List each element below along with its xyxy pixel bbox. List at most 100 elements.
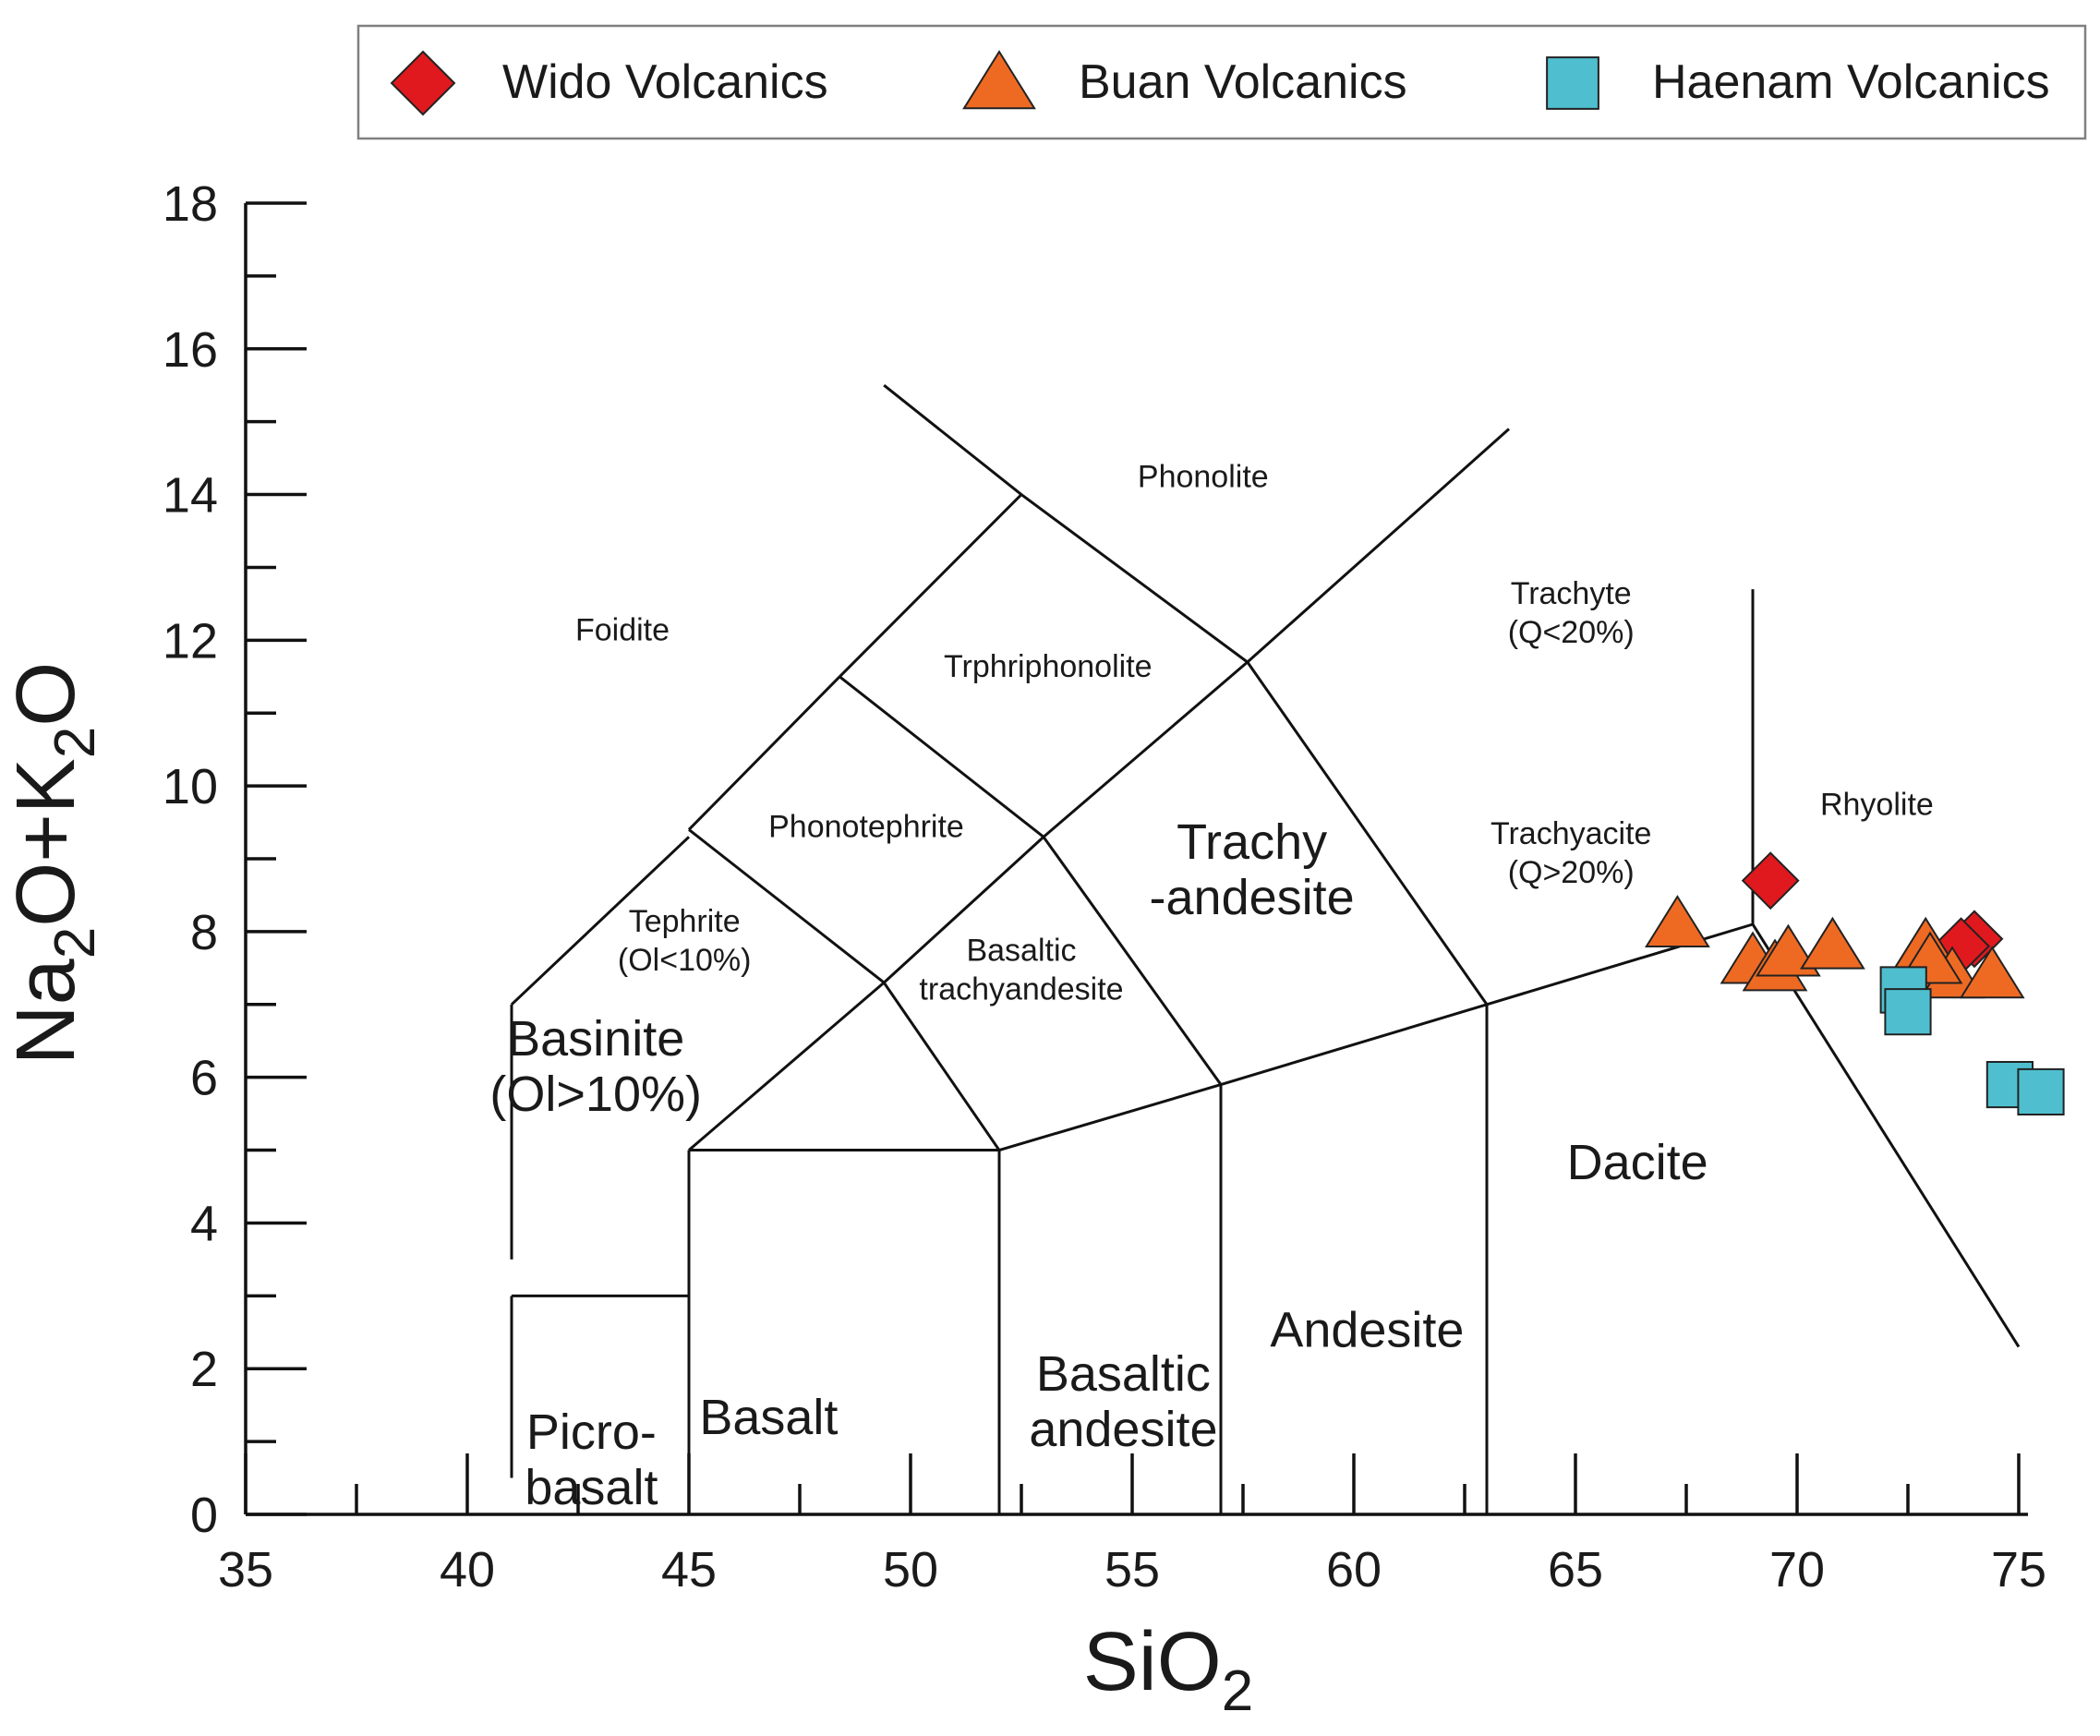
y-axis-title: Na2​O+K2​O [0, 662, 107, 1066]
field-label-line: Trachy [1177, 814, 1327, 870]
field-boundary-line [1042, 836, 1223, 1086]
x-tick-label: 35 [218, 1542, 273, 1597]
field-label-line: Basinite [507, 1011, 684, 1067]
field-boundary-line [1020, 493, 1249, 664]
field-label: Trachyacite (Q>20%) [1491, 816, 1651, 890]
field-label-line: (Q>20%) [1508, 855, 1635, 890]
field-label: Rhyolite [1820, 788, 1934, 823]
field-boundary-line [998, 1083, 1222, 1151]
field-label-line: Dacite [1567, 1135, 1708, 1190]
axis-title-part: Na [0, 958, 92, 1065]
field-label-line: Basaltic [966, 933, 1076, 968]
field-label-line: Rhyolite [1820, 788, 1934, 823]
x-tick-label: 50 [883, 1542, 938, 1597]
field-label-line: basalt [525, 1460, 658, 1515]
field-boundary-line [688, 828, 886, 984]
field-boundary-line [1220, 1003, 1488, 1086]
field-label-line: trachyandesite [919, 971, 1123, 1007]
field-label: Basaltic trachyandesite [919, 933, 1123, 1007]
x-tick-label: 40 [440, 1542, 495, 1597]
field-label-line: Trachyacite [1491, 816, 1651, 851]
field-label: Dacite [1567, 1135, 1708, 1190]
data-point-triangle [1800, 916, 1865, 970]
axis-title-subscript: 2 [43, 927, 107, 958]
field-label-line: Phonolite [1138, 460, 1269, 495]
field-label: Basalt [699, 1390, 838, 1445]
field-label: Phonolite [1138, 460, 1269, 495]
field-label: Trphriphonolite [944, 649, 1153, 684]
data-points [1645, 851, 2065, 1116]
x-tick-label: 55 [1104, 1542, 1160, 1597]
field-label-line: Basaltic [1036, 1346, 1211, 1402]
data-point-triangle [1645, 895, 1710, 947]
field-label-line: andesite [1029, 1402, 1217, 1457]
y-tick-label: 4 [190, 1196, 218, 1251]
field-label-line: Phonotephrite [768, 809, 964, 844]
field-boundary-line [883, 836, 1045, 984]
x-tick-label: 45 [661, 1542, 717, 1597]
field-label: Trachyte (Q<20%) [1508, 576, 1635, 650]
field-label-line: Basalt [699, 1390, 838, 1445]
field-label: Trachy -andesite [1150, 814, 1355, 925]
y-tick-label: 10 [163, 759, 218, 814]
axis-title-subscript: 2 [1222, 1659, 1253, 1723]
field-boundary-line [1246, 661, 1489, 1006]
field-label-line: Foidite [575, 612, 670, 647]
legend: Wido Volcanics Buan Volcanics Haenam Volca… [390, 50, 2050, 116]
field-label-line: Tephrite [629, 904, 741, 939]
x-tick-label: 65 [1548, 1542, 1603, 1597]
field-label-line: Picro- [526, 1404, 657, 1460]
legend-label: Wido Volcanics [502, 55, 828, 109]
y-tick-label: 0 [190, 1488, 218, 1543]
field-boundary-line [839, 675, 1044, 838]
field-label: Foidite [575, 612, 670, 647]
field-label: Phonotephrite [768, 809, 964, 844]
field-boundary-line [1246, 428, 1510, 664]
y-tick-label: 14 [163, 468, 218, 524]
legend-marker-square [1546, 56, 1599, 110]
field-label: Basinite (Ol>10%) [489, 1011, 702, 1122]
data-point-square [1884, 988, 1932, 1036]
x-tick-label: 60 [1326, 1542, 1382, 1597]
axes: 35 40 45 50 55 60 65 70 75 0 2 4 6 8 10 12 14 16 18 [163, 176, 2046, 1597]
field-label: Picro-basalt [525, 1404, 658, 1515]
y-tick-label: 18 [163, 176, 218, 232]
field-labels: Foidite Phonolite Trphriphonolite Phonoteph… [489, 460, 1933, 1515]
axis-title-part: O [0, 662, 92, 727]
field-label-line: (Q<20%) [1508, 615, 1635, 650]
field-label-line: (Ol<10%) [618, 943, 752, 978]
field-boundary-line [1486, 922, 1754, 1007]
field-label-line: -andesite [1150, 870, 1355, 925]
legend-label: Haenam Volcanics [1652, 55, 2050, 109]
field-label-line: Trphriphonolite [944, 649, 1153, 684]
data-point-square [2017, 1067, 2065, 1116]
legend-marker-diamond [390, 50, 456, 116]
axis-title-part: O+K [0, 758, 92, 927]
legend-box [356, 24, 2087, 140]
data-point-triangle [1959, 946, 2025, 999]
axis-title-subscript: 2 [43, 727, 107, 758]
field-label-line: Andesite [1270, 1303, 1464, 1358]
y-tick-label: 12 [163, 613, 218, 669]
y-tick-label: 8 [190, 905, 218, 960]
axis-title-part: SiO [1083, 1616, 1222, 1708]
x-axis-title: SiO2​ [1083, 1616, 1254, 1723]
field-boundary-line [1751, 923, 2021, 1348]
x-tick-label: 70 [1769, 1542, 1825, 1597]
field-label: Andesite [1270, 1303, 1464, 1358]
data-point-diamond [1741, 851, 1800, 910]
field-boundary-line [883, 384, 1022, 496]
legend-label: Buan Volcanics [1079, 55, 1407, 109]
field-label-line: Trachyte [1511, 576, 1632, 611]
legend-marker-triangle [962, 50, 1036, 110]
field-label: Basaltic andesite [1029, 1346, 1217, 1457]
x-tick-label: 75 [1991, 1542, 2046, 1597]
field-boundary-line [510, 836, 691, 1006]
y-tick-label: 6 [190, 1051, 218, 1106]
field-boundary-line [687, 675, 841, 831]
field-boundary-line [839, 493, 1023, 678]
field-boundary-line [688, 981, 886, 1151]
field-label: Tephrite (Ol<10%) [618, 904, 752, 978]
